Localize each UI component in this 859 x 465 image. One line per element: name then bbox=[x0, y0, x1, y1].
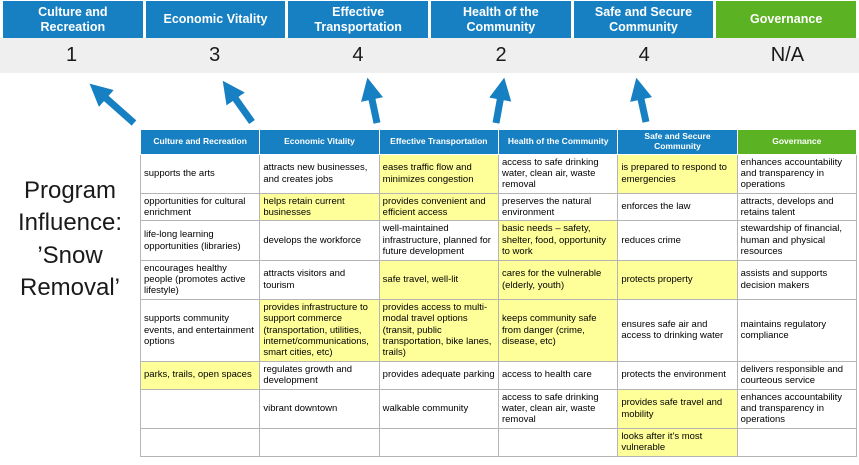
table-cell: provides safe travel and mobility bbox=[617, 388, 738, 429]
table-cell: regulates growth and development bbox=[259, 360, 380, 390]
table-row: vibrant downtown walkable community access… bbox=[139, 388, 858, 429]
table-row: supports community events, and entertain… bbox=[139, 298, 858, 362]
table-cell: helps retain current businesses bbox=[259, 192, 380, 222]
table-cell: enforces the law bbox=[617, 192, 738, 222]
score-governance: N/A bbox=[770, 44, 805, 66]
table-cell: develops the workforce bbox=[259, 220, 380, 261]
table-cell: eases traffic flow and minimizes congest… bbox=[378, 153, 499, 194]
arrow-up-icon bbox=[489, 77, 512, 124]
table-cell: stewardship of financial, human and phys… bbox=[736, 220, 858, 261]
table-cell: supports community events, and entertain… bbox=[139, 298, 261, 362]
table-cell: enhances accountability and transparency… bbox=[736, 153, 858, 194]
influence-matrix: Culture and Recreation Economic Vitality E… bbox=[139, 129, 858, 457]
arrow-up-icon bbox=[222, 80, 255, 125]
table-cell: enhances accountability and transparency… bbox=[736, 388, 858, 429]
category-header-culture-and-recreation: Culture and Recreation bbox=[3, 1, 143, 38]
category-header-row: Culture and Recreation Economic Vitality E… bbox=[0, 0, 859, 38]
table-cell: provides adequate parking bbox=[378, 360, 499, 390]
table-header-row: Culture and Recreation Economic Vitality E… bbox=[139, 129, 858, 155]
table-header-economic-vitality: Economic Vitality bbox=[259, 129, 380, 155]
table-cell: assists and supports decision makers bbox=[736, 259, 858, 300]
category-header-safe-and-secure-community: Safe and Secure Community bbox=[573, 1, 714, 38]
table-cell: cares for the vulnerable (elderly, youth… bbox=[497, 259, 619, 300]
table-row: opportunities for cultural enrichment hel… bbox=[139, 192, 858, 222]
category-header-economic-vitality: Economic Vitality bbox=[145, 1, 286, 38]
table-cell bbox=[139, 427, 261, 457]
table-cell: safe travel, well-lit bbox=[378, 259, 499, 300]
table-header-governance: Governance bbox=[736, 129, 858, 155]
influence-arrows bbox=[89, 77, 653, 126]
table-cell: delivers responsible and courteous servi… bbox=[736, 360, 858, 390]
table-cell: keeps community safe from danger (crime,… bbox=[497, 298, 619, 362]
score-health-of-the-community: 2 bbox=[495, 44, 507, 66]
table-cell: provides convenient and efficient access bbox=[378, 192, 499, 222]
arrow-band bbox=[0, 73, 859, 129]
table-row: life-long learning opportunities (librar… bbox=[139, 220, 858, 261]
table-cell: access to health care bbox=[497, 360, 619, 390]
table-cell bbox=[736, 427, 858, 457]
table-row: encourages healthy people (promotes acti… bbox=[139, 259, 858, 300]
table-cell: access to safe drinking water, clean air… bbox=[497, 153, 619, 194]
table-cell: looks after it's most vulnerable bbox=[617, 427, 738, 457]
table-cell: attracts new businesses, and creates job… bbox=[259, 153, 380, 194]
table-cell: provides access to multi-modal travel op… bbox=[378, 298, 499, 362]
table-cell: attracts, develops and retains talent bbox=[736, 192, 858, 222]
table-row: parks, trails, open spaces regulates grow… bbox=[139, 360, 858, 390]
score-culture-and-recreation: 1 bbox=[66, 44, 78, 66]
table-cell: parks, trails, open spaces bbox=[139, 360, 261, 390]
program-title: Program Influence: ’Snow Removal’ bbox=[17, 177, 123, 302]
score-economic-vitality: 3 bbox=[209, 44, 221, 66]
score-row: 1 3 4 2 4 N/A bbox=[0, 38, 859, 73]
table-cell: opportunities for cultural enrichment bbox=[139, 192, 261, 222]
arrow-up-icon bbox=[361, 77, 383, 124]
table-cell: reduces crime bbox=[617, 220, 738, 261]
table-cell: encourages healthy people (promotes acti… bbox=[139, 259, 261, 300]
table-cell: protects the environment bbox=[617, 360, 738, 390]
table-cell bbox=[378, 427, 499, 457]
table-cell: attracts visitors and tourism bbox=[259, 259, 380, 300]
category-header-effective-transportation: Effective Transportation bbox=[288, 1, 428, 38]
table-cell: maintains regulatory compliance bbox=[736, 298, 858, 362]
table-cell: provides infrastructure to support comme… bbox=[259, 298, 380, 362]
arrow-up-icon bbox=[630, 77, 653, 123]
table-cell: preserves the natural environment bbox=[497, 192, 619, 222]
table-cell: protects property bbox=[617, 259, 738, 300]
score-effective-transportation: 4 bbox=[352, 44, 364, 66]
category-header-health-of-the-community: Health of the Community bbox=[431, 1, 571, 38]
score-safe-and-secure-community: 4 bbox=[638, 44, 650, 66]
table-cell: life-long learning opportunities (librar… bbox=[139, 220, 261, 261]
table-cell: well-maintained infrastructure, planned … bbox=[378, 220, 499, 261]
table-header-health-of-the-community: Health of the Community bbox=[497, 129, 619, 155]
table-cell: basic needs – safety, shelter, food, opp… bbox=[497, 220, 619, 261]
table-cell: vibrant downtown bbox=[259, 388, 380, 429]
table-header-safe-and-secure-community: Safe and Secure Community bbox=[617, 129, 738, 155]
table-cell: supports the arts bbox=[139, 153, 261, 194]
table-cell: walkable community bbox=[378, 388, 499, 429]
table-header-effective-transportation: Effective Transportation bbox=[378, 129, 499, 155]
table-cell bbox=[259, 427, 380, 457]
table-row: looks after it's most vulnerable bbox=[139, 427, 858, 457]
table-row: supports the arts attracts new businesses… bbox=[139, 153, 858, 194]
category-header-governance: Governance bbox=[716, 1, 856, 38]
table-cell: ensures safe air and access to drinking … bbox=[617, 298, 738, 362]
table-header-culture-and-recreation: Culture and Recreation bbox=[139, 129, 261, 155]
main-area: Program Influence: ’Snow Removal’ Cultur… bbox=[0, 129, 859, 457]
table-cell bbox=[139, 388, 261, 429]
table-cell: is prepared to respond to emergencies bbox=[617, 153, 738, 194]
table-cell bbox=[497, 427, 619, 457]
table-cell: access to safe drinking water, clean air… bbox=[497, 388, 619, 429]
influence-table: Culture and Recreation Economic Vitality E… bbox=[139, 129, 858, 457]
arrow-up-icon bbox=[89, 83, 137, 126]
